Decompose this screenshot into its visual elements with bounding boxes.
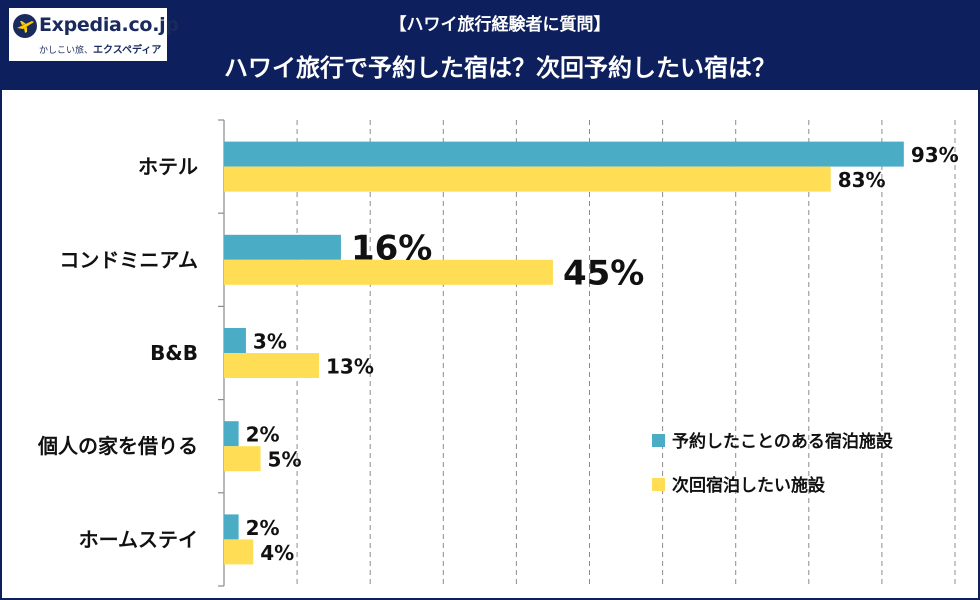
bars	[224, 141, 904, 565]
value-label: 2%	[246, 423, 280, 447]
airplane-globe-icon	[13, 14, 37, 38]
category-label: コンドミニアム	[59, 248, 198, 272]
legend-swatch	[652, 478, 665, 491]
value-label: 2%	[246, 516, 280, 540]
bar-booked	[224, 514, 239, 540]
value-labels: 93%83%16%45%3%13%2%5%2%4%	[246, 143, 959, 565]
category-label: 個人の家を借りる	[37, 434, 198, 458]
bar-booked	[224, 234, 341, 260]
bar-booked	[224, 328, 246, 353]
value-label: 16%	[351, 228, 432, 268]
chart-panel: ホテルコンドミニアム B&B 個人の家を借りるホームステイ 93% 83% 16% 45%…	[2, 90, 978, 598]
bar-booked	[224, 141, 904, 167]
value-label: 83%	[838, 168, 886, 192]
expedia-logo: Expedia.co.jp かしこい旅、エクスペディア	[9, 8, 179, 61]
value-label: 13%	[326, 355, 374, 379]
category-label: ホームステイ	[79, 527, 198, 551]
value-label: 5%	[268, 448, 302, 472]
legend-label: 次回宿泊したい施設	[672, 475, 826, 496]
logo-brand-text: Expedia.co.jp	[39, 14, 179, 36]
category-label: ホテル	[138, 155, 198, 179]
header-banner: Expedia.co.jp かしこい旅、エクスペディア 【ハワイ旅行経験者に質問…	[0, 0, 980, 90]
category-label: B&B	[150, 341, 198, 365]
bar-next	[224, 259, 553, 285]
logo-tagline-brand: エクスペディア	[93, 45, 162, 56]
bar-next	[224, 166, 831, 192]
legend-swatch	[652, 434, 665, 447]
bar-next	[224, 353, 320, 378]
legend-label: 予約したことのある宿泊施設	[672, 431, 894, 452]
value-label: 4%	[260, 541, 294, 565]
bar-next	[224, 539, 254, 565]
logo-tagline-prefix: かしこい旅、	[39, 46, 94, 56]
chart-title: ハワイ旅行で予約した宿は？次回予約したい宿は？	[224, 54, 776, 82]
value-label: 3%	[253, 330, 287, 354]
chart-subtitle: 【ハワイ旅行経験者に質問】	[389, 15, 611, 35]
value-label: 45%	[563, 253, 644, 293]
value-label: 93%	[911, 143, 959, 167]
bar-booked	[224, 421, 239, 447]
bar-next	[224, 446, 261, 472]
logo-tagline: かしこい旅、エクスペディア	[39, 41, 161, 56]
